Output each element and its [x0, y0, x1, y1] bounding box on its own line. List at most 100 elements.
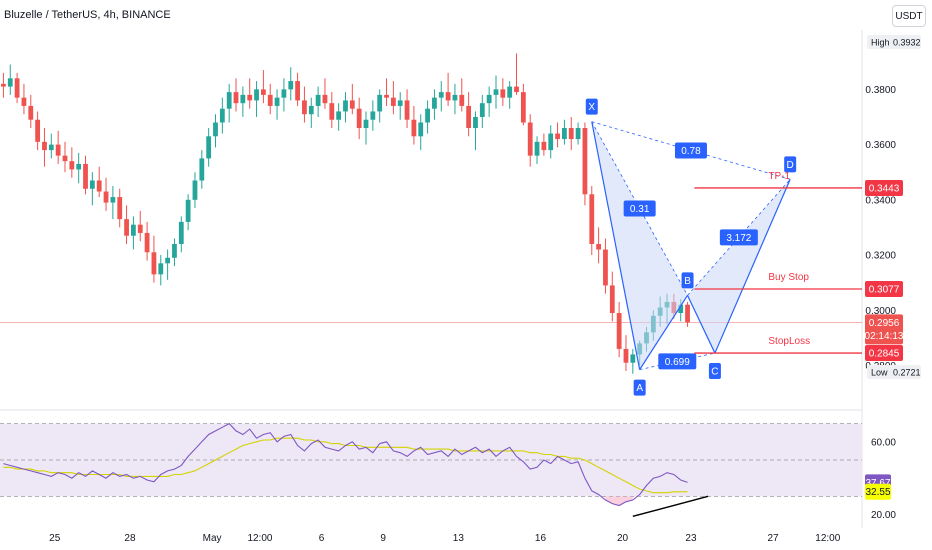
high-value: 0.3932 — [893, 38, 921, 48]
candle-body — [548, 133, 554, 151]
pattern-ratio-label-bg — [719, 229, 758, 246]
candle-body — [589, 194, 595, 244]
candle-body — [178, 221, 184, 244]
level-name-buy-stop: Buy Stop — [768, 272, 809, 283]
candle-body — [1, 83, 6, 87]
candle-body — [452, 94, 458, 101]
candle-body — [425, 108, 430, 123]
candle-body — [562, 128, 567, 140]
candle-body — [233, 92, 239, 104]
time-tick-label: 9 — [380, 533, 386, 544]
rsi-tick-label: 20.00 — [871, 510, 896, 521]
candle-body — [685, 304, 690, 323]
candle-body — [48, 144, 54, 151]
pattern-ratio-label: 0.31 — [630, 204, 650, 215]
time-tick-label: 28 — [124, 533, 136, 544]
candle-body — [349, 100, 355, 109]
pattern-ratio-label-bg — [623, 200, 656, 217]
candle-body — [199, 158, 205, 181]
level-price-tag-bg — [865, 345, 903, 362]
level-price-tag: 0.3077 — [869, 285, 900, 296]
pattern-ratio-label: 0.78 — [681, 146, 701, 157]
last-price-tag: 0.2956 — [869, 318, 900, 329]
high-tag-bg — [867, 35, 921, 49]
candle-body — [260, 89, 266, 95]
candle-body — [575, 128, 581, 140]
candle-body — [356, 108, 362, 129]
pattern-xa-line — [591, 121, 641, 370]
candle-body — [192, 180, 198, 200]
candle-body — [623, 348, 629, 363]
candle-body — [226, 92, 232, 109]
pattern-point-d: D — [787, 160, 794, 171]
low-label: Low — [871, 368, 888, 378]
candle-body — [377, 94, 383, 112]
candle-body — [62, 155, 68, 162]
candle-body — [630, 354, 636, 363]
price-tick-label: 0.3200 — [865, 251, 896, 262]
pattern-point-x-bg — [585, 98, 598, 115]
candle-body — [493, 89, 499, 95]
candle-body — [247, 94, 253, 101]
candle-body — [555, 133, 560, 140]
pattern-point-b: B — [684, 276, 691, 287]
candle-body — [76, 163, 82, 170]
candle-body — [295, 81, 300, 101]
candle-body — [117, 197, 123, 220]
currency-button[interactable]: USDT — [892, 5, 926, 27]
candle-body — [500, 89, 506, 98]
candle-body — [110, 197, 116, 203]
time-tick-label: 12:00 — [815, 533, 840, 544]
rsi-ma-tag-bg — [865, 483, 891, 500]
price-tick-label: 0.3800 — [865, 85, 896, 96]
level-price-tag-bg — [865, 281, 903, 297]
candle-body — [411, 119, 417, 137]
pattern-point-c: C — [711, 367, 718, 378]
candle-body — [473, 116, 478, 129]
time-tick-label: May — [203, 533, 222, 544]
candle-body — [302, 100, 307, 115]
candle-body — [514, 86, 519, 93]
candle-body — [397, 100, 403, 106]
candle-body — [103, 191, 109, 203]
candle-body — [343, 100, 348, 112]
candle-body — [568, 128, 574, 140]
candle-body — [678, 304, 684, 314]
candle-body — [582, 128, 588, 195]
candle-body — [21, 97, 27, 106]
candle-body — [288, 81, 294, 90]
level-price-tag-bg — [865, 179, 903, 196]
time-tick-label: 12:00 — [247, 533, 272, 544]
candle-body — [267, 94, 273, 106]
candle-body — [281, 89, 287, 98]
candle-body — [370, 111, 376, 120]
candle-body — [527, 122, 533, 156]
level-name-tp-1: TP-1 — [768, 171, 790, 182]
candle-body — [151, 252, 157, 275]
candle-body — [165, 257, 171, 264]
price-tick-label: 0.3400 — [865, 195, 896, 206]
candle-body — [131, 224, 136, 236]
pattern-bd-line — [687, 179, 791, 296]
time-tick-label: 13 — [453, 533, 465, 544]
candle-body — [213, 122, 218, 137]
candle-body — [616, 313, 622, 349]
candle-body — [466, 105, 472, 129]
rsi-ma-tag: 32.55 — [865, 487, 890, 498]
candle-body — [445, 92, 451, 101]
pattern-ratio-label: 3.172 — [726, 233, 751, 244]
candle-body — [96, 180, 102, 192]
candle-body — [596, 243, 602, 250]
pattern-ratio-label: 0.699 — [665, 357, 690, 368]
candle-body — [137, 224, 143, 233]
rsi-tick-label: 60.00 — [871, 437, 896, 448]
candle-body — [254, 89, 259, 101]
candle-body — [336, 111, 342, 120]
candle-body — [240, 94, 246, 104]
time-tick-label: 16 — [535, 533, 547, 544]
candle-body — [35, 119, 41, 142]
pattern-point-x: X — [588, 102, 595, 113]
candle-body — [507, 86, 513, 98]
low-tag-bg — [867, 365, 921, 379]
